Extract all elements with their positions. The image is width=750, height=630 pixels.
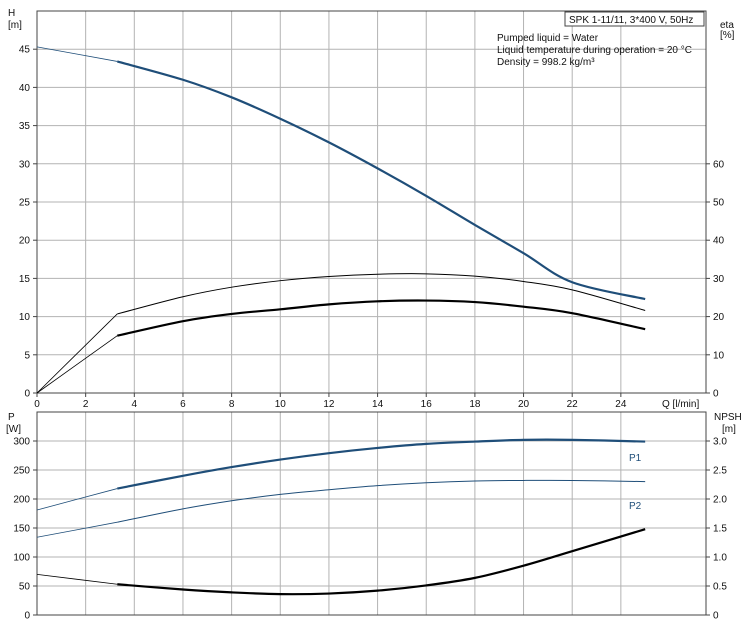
top-left-axis-title-1: H [8,8,15,19]
top-left-y-tick-label: 5 [24,350,30,361]
bottom-left-y-tick-label: 50 [19,582,31,593]
x-tick-label: 12 [323,399,335,410]
top-series-1-line [117,273,646,315]
top-left-y-tick-label: 40 [19,83,31,94]
top-left-y-tick-label: 30 [19,159,31,170]
top-left-axis-title-2: [m] [8,20,22,31]
bottom-left-y-tick-label: 0 [24,611,30,622]
x-tick-label: 6 [180,399,186,410]
top-left-y-axis: 0 5 10 15 20 25 30 35 40 45 [19,45,37,400]
bottom-right-y-tick-label: 2.5 [713,466,727,477]
top-right-axis-title-2: [%] [720,30,735,41]
bottom-grid [36,412,706,616]
series-label-p1: P1 [629,453,642,464]
top-series-0-extension [36,46,118,62]
note-pumped-liquid: Pumped liquid = Water [497,33,599,44]
top-left-y-tick-label: 25 [19,198,31,209]
x-axis-title: Q [l/min] [662,399,699,410]
bottom-right-axis-title-1: NPSH [714,412,742,423]
top-left-y-tick-label: 15 [19,274,31,285]
x-tick-label: 16 [421,399,433,410]
bottom-left-y-axis: 0 50 100 150 200 250 300 [13,437,37,622]
top-series-2-extension [36,335,118,394]
top-right-y-tick-label: 0 [713,389,719,400]
x-tick-label: 18 [469,399,481,410]
top-right-y-axis: 0 10 20 30 40 50 60 [706,159,725,400]
bottom-right-axis-title-2: [m] [722,424,736,435]
bottom-left-axis-title-2: [W] [6,424,21,435]
bottom-series-2-extension [36,574,118,585]
top-x-axis: 0 2 4 6 8 10 12 14 16 18 20 22 24 [34,393,627,410]
x-tick-label: 0 [34,399,40,410]
top-left-y-tick-label: 10 [19,312,31,323]
bottom-right-y-tick-label: 1.0 [713,553,727,564]
bottom-series-0-line [117,438,646,490]
top-grid [36,11,706,394]
top-right-y-tick-label: 30 [713,274,725,285]
bottom-series-1-extension [36,521,118,538]
bottom-right-y-tick-label: 0.5 [713,582,727,593]
note-density: Density = 998.2 kg/m³ [497,57,595,68]
bottom-right-y-tick-label: 1.5 [713,524,727,535]
pump-model-label: SPK 1-11/11, 3*400 V, 50Hz [569,15,693,26]
bottom-left-y-tick-label: 100 [13,553,30,564]
bottom-plot-frame [36,411,707,616]
top-left-y-tick-label: 0 [24,389,30,400]
top-right-y-tick-label: 10 [713,350,725,361]
bottom-right-y-tick-label: 3.0 [713,437,727,448]
x-tick-label: 2 [83,399,89,410]
bottom-series-2-line [117,528,646,596]
x-tick-label: 24 [615,399,627,410]
top-left-y-tick-label: 45 [19,45,31,56]
top-series-0-line [116,60,646,301]
top-right-y-tick-label: 40 [713,236,725,247]
top-right-y-tick-label: 50 [713,198,725,209]
x-tick-label: 8 [229,399,235,410]
bottom-left-y-tick-label: 250 [13,466,30,477]
bottom-left-axis-title-1: P [8,412,15,423]
bottom-left-y-tick-label: 200 [13,495,30,506]
series-label-p2: P2 [629,501,642,512]
bottom-right-y-tick-label: 0 [713,611,719,622]
top-right-y-tick-label: 20 [713,312,725,323]
note-liquid-temperature: Liquid temperature during operation = 20… [497,45,692,56]
x-tick-label: 4 [132,399,138,410]
top-right-axis-title-1: eta [720,20,734,31]
x-tick-label: 20 [518,399,530,410]
bottom-left-y-tick-label: 150 [13,524,30,535]
bottom-series-layer [36,438,646,596]
bottom-right-y-tick-label: 2.0 [713,495,727,506]
bottom-left-y-tick-label: 300 [13,437,30,448]
bottom-right-y-axis: 0 0.5 1.0 1.5 2.0 2.5 3.0 [706,437,727,622]
top-series-2-line [117,299,646,337]
x-tick-label: 22 [567,399,579,410]
top-series-1-extension [36,313,118,394]
top-left-y-tick-label: 35 [19,121,31,132]
x-tick-label: 10 [275,399,287,410]
x-tick-label: 14 [372,399,384,410]
pump-model-box [564,11,705,27]
top-left-y-tick-label: 20 [19,236,31,247]
bottom-series-0-extension [36,488,118,511]
bottom-series-1-line [117,479,646,523]
top-right-y-tick-label: 60 [713,159,725,170]
top-series-layer [36,46,646,394]
